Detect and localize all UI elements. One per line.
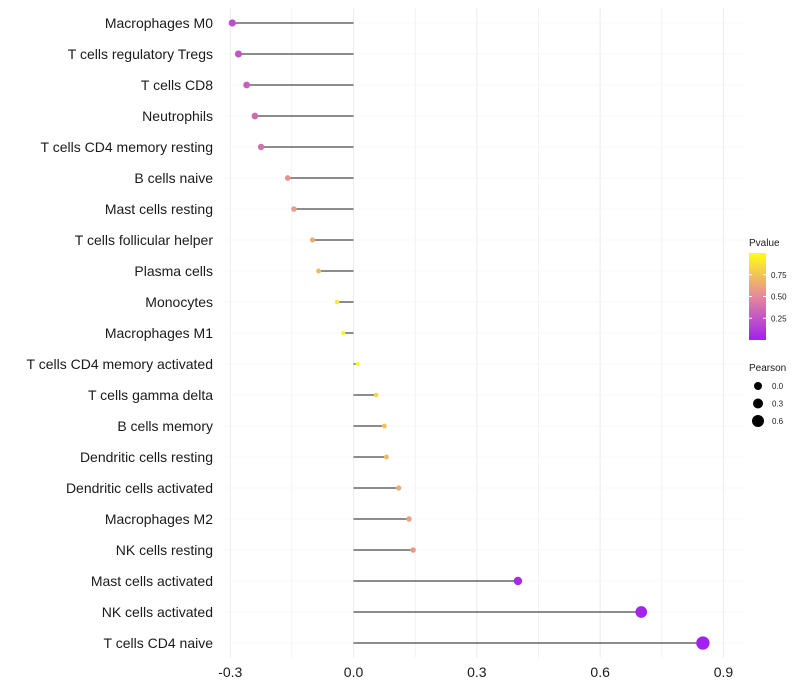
size-legend-dot — [754, 382, 762, 390]
lollipop-point — [383, 454, 389, 460]
color-legend: Pvalue 0.25 0.50 0.75 — [749, 238, 787, 340]
size-legend-label: 0.6 — [772, 417, 784, 426]
category-label: Mast cells resting — [105, 201, 213, 217]
x-axis-labels: -0.3 0.0 0.3 0.6 0.9 — [218, 664, 733, 680]
color-bar-label: 0.75 — [771, 271, 787, 280]
x-tick-label: -0.3 — [218, 664, 242, 680]
category-label: NK cells activated — [102, 604, 213, 620]
lollipop-point — [309, 237, 315, 243]
size-legend: Pearson 0.0 0.3 0.6 — [749, 363, 786, 427]
size-legend-dot — [753, 398, 763, 409]
category-label: Macrophages M1 — [105, 325, 213, 341]
lollipop-point — [228, 19, 236, 27]
x-tick-label: 0.6 — [590, 664, 610, 680]
lollipop-point — [234, 50, 242, 58]
size-legend-label: 0.0 — [772, 382, 784, 391]
lollipop-point — [251, 112, 259, 120]
lollipop-point — [341, 330, 346, 336]
grid-lines — [222, 8, 744, 658]
lollipop-point — [316, 268, 322, 274]
lollipop-point — [373, 392, 379, 398]
x-tick-label: 0.3 — [467, 664, 487, 680]
lollipop-point — [406, 516, 412, 522]
y-axis-labels: Macrophages M0 T cells regulatory Tregs T … — [27, 15, 214, 651]
category-label: T cells CD8 — [141, 77, 213, 93]
category-label: Macrophages M2 — [105, 511, 213, 527]
category-label: T cells CD4 memory activated — [27, 356, 213, 372]
category-label: Macrophages M0 — [105, 15, 213, 31]
lollipop-point — [696, 636, 710, 650]
lollipop-point — [257, 143, 265, 151]
category-label: T cells gamma delta — [88, 387, 213, 403]
x-tick-label: 0.0 — [344, 664, 364, 680]
color-bar-label: 0.25 — [771, 314, 787, 323]
category-label: T cells follicular helper — [75, 232, 214, 248]
color-bar — [749, 253, 766, 340]
category-label: Monocytes — [145, 294, 213, 310]
lollipop-point — [513, 576, 523, 586]
size-legend-label: 0.3 — [772, 400, 784, 409]
color-bar-label: 0.50 — [771, 293, 787, 302]
lollipop-point — [381, 423, 387, 429]
color-legend-title: Pvalue — [749, 238, 780, 249]
lollipop-point — [410, 547, 416, 553]
category-label: T cells regulatory Tregs — [68, 46, 213, 62]
lollipop-point — [396, 485, 402, 491]
x-tick-label: 0.9 — [714, 664, 734, 680]
category-label: Mast cells activated — [91, 573, 213, 589]
category-label: T cells CD4 naive — [104, 635, 214, 651]
lollipop-point — [291, 206, 297, 212]
lollipop-point — [355, 361, 360, 367]
lollipop-point — [334, 299, 340, 305]
lollipop-point — [284, 175, 291, 181]
size-legend-dot — [752, 415, 764, 427]
category-label: NK cells resting — [116, 542, 213, 558]
category-label: Plasma cells — [134, 263, 213, 279]
size-legend-title: Pearson — [749, 363, 786, 374]
category-label: Dendritic cells activated — [66, 480, 213, 496]
category-label: B cells naive — [134, 170, 213, 186]
lollipop-marks — [228, 19, 710, 650]
category-label: Dendritic cells resting — [80, 449, 213, 465]
category-label: Neutrophils — [142, 108, 213, 124]
category-label: T cells CD4 memory resting — [41, 139, 213, 155]
lollipop-point — [243, 81, 251, 89]
lollipop-point — [635, 606, 648, 618]
category-label: B cells memory — [117, 418, 213, 434]
